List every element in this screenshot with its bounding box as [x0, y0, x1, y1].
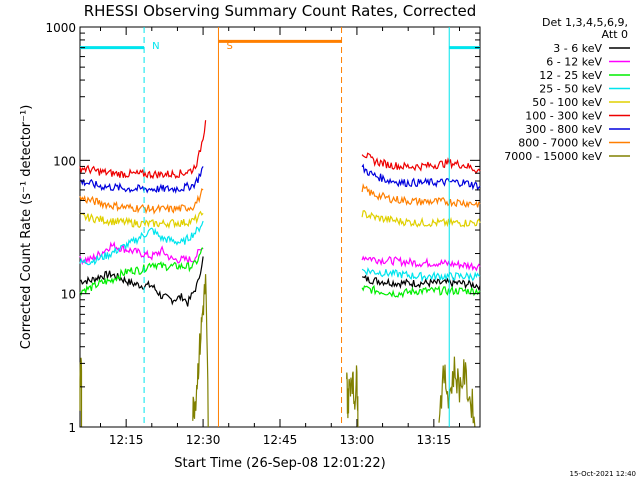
legend-header-line-2: Att 0	[602, 28, 628, 41]
footer-date: 15-Oct-2021 12:40	[570, 470, 636, 478]
plot-area: N S 12:15 12:30 12:45 13:00 13:15 1 10 100 1000	[45, 21, 481, 447]
legend-header-line-1: Det 1,3,4,5,6,9,	[542, 16, 628, 29]
legend-label-3-6-kev: 3 - 6 keV	[553, 42, 602, 55]
y-tick-label-100: 100	[53, 154, 76, 168]
chart-title: RHESSI Observing Summary Count Rates, Co…	[84, 2, 477, 20]
series-line-6-12-kev-seg-1	[361, 255, 481, 272]
x-tick-label-12-15: 12:15	[109, 433, 144, 447]
marker-label-s: S	[226, 41, 232, 52]
y-tick-label-10: 10	[61, 288, 76, 302]
y-tick-label-1: 1	[68, 421, 76, 435]
marker-label-n: N	[152, 41, 159, 52]
legend-label-12-25-kev: 12 - 25 keV	[539, 69, 602, 82]
y-tick-label-1000: 1000	[45, 21, 76, 35]
series-line-7000-15000-kev-seg-2	[346, 365, 359, 428]
series-line-12-25-kev-seg-0	[79, 247, 204, 296]
legend-label-25-50-kev: 25 - 50 keV	[539, 83, 602, 96]
x-axis-label: Start Time (26-Sep-08 12:01:22)	[174, 456, 385, 471]
series-line-12-25-kev-seg-1	[361, 284, 481, 299]
x-tick-label-12-30: 12:30	[186, 433, 221, 447]
legend-label-7000-15000-kev: 7000 - 15000 keV	[504, 150, 602, 163]
series-line-100-300-kev-seg-1	[361, 152, 481, 174]
series-line-50-100-kev-seg-0	[79, 210, 204, 230]
legend-label-100-300-kev: 100 - 300 keV	[525, 110, 602, 123]
legend-label-6-12-kev: 6 - 12 keV	[546, 56, 602, 69]
series-line-800-7000-kev-seg-0	[79, 188, 204, 215]
series-line-25-50-kev-seg-1	[361, 267, 481, 283]
series-line-3-6-kev-seg-1	[361, 274, 481, 291]
series-line-50-100-kev-seg-1	[361, 210, 481, 228]
x-tick-label-13-15: 13:15	[417, 433, 452, 447]
series-line-25-50-kev-seg-0	[79, 220, 204, 266]
x-tick-label-12-45: 12:45	[263, 433, 298, 447]
series-line-300-800-kev-seg-1	[361, 163, 481, 191]
x-tick-label-13-00: 13:00	[340, 433, 375, 447]
series-line-800-7000-kev-seg-1	[361, 183, 481, 209]
series-line-300-800-kev-seg-0	[79, 166, 204, 195]
series-line-7000-15000-kev-seg-1	[192, 274, 209, 428]
series-line-3-6-kev-seg-0	[79, 256, 204, 307]
legend-label-300-800-kev: 300 - 800 keV	[525, 123, 602, 136]
series-line-100-300-kev-seg-0	[79, 120, 207, 180]
legend-label-800-7000-kev: 800 - 7000 keV	[518, 137, 602, 150]
series-line-7000-15000-kev-seg-3	[438, 356, 476, 428]
y-axis-label: Corrected Count Rate (s⁻¹ detector⁻¹)	[19, 105, 34, 350]
legend-label-50-100-kev: 50 - 100 keV	[532, 96, 602, 109]
